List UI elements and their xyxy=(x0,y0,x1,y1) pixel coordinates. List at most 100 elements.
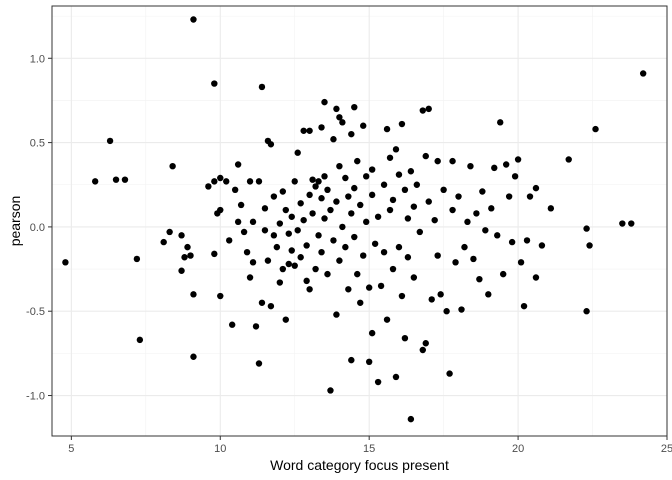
data-point xyxy=(425,198,432,205)
data-point xyxy=(443,308,450,315)
data-point xyxy=(297,200,304,207)
data-point xyxy=(360,122,367,129)
data-point xyxy=(336,162,343,170)
data-point xyxy=(485,291,492,298)
data-point xyxy=(169,162,176,170)
data-point xyxy=(458,306,465,313)
data-point xyxy=(365,284,373,291)
data-point xyxy=(211,178,218,185)
data-point xyxy=(401,334,409,342)
data-point xyxy=(190,291,197,298)
data-point xyxy=(368,166,376,173)
data-point xyxy=(473,210,480,217)
data-point xyxy=(121,176,129,183)
data-point xyxy=(392,146,400,153)
data-point xyxy=(309,176,316,183)
data-point xyxy=(586,242,593,249)
axis-ticks: 5 10 15 20 25 -1.0 -0.5 0.0 0.5 1.0 xyxy=(26,53,672,455)
data-point xyxy=(464,218,471,226)
data-point xyxy=(386,206,394,214)
data-point xyxy=(91,178,99,185)
data-point xyxy=(318,248,325,256)
data-point xyxy=(291,178,298,185)
data-point xyxy=(434,252,441,259)
data-point xyxy=(583,308,590,315)
data-point xyxy=(368,191,376,199)
data-point xyxy=(312,183,319,190)
data-point xyxy=(324,186,331,194)
data-point xyxy=(446,370,453,377)
data-point xyxy=(592,125,599,133)
data-point xyxy=(321,173,328,180)
data-point xyxy=(249,218,257,226)
data-point xyxy=(639,70,647,77)
data-point xyxy=(413,181,421,188)
data-point xyxy=(523,237,531,244)
data-point xyxy=(342,174,349,182)
data-point xyxy=(234,161,242,168)
data-point xyxy=(184,243,191,251)
data-point xyxy=(410,274,418,281)
data-point xyxy=(112,176,120,183)
data-point xyxy=(243,248,251,256)
data-point xyxy=(491,164,498,172)
x-tick-label: 15 xyxy=(363,443,375,455)
y-tick-label: -0.5 xyxy=(26,306,45,318)
data-point xyxy=(270,232,278,239)
data-point xyxy=(377,282,385,290)
data-point xyxy=(228,321,236,328)
data-point xyxy=(294,227,301,234)
data-point xyxy=(211,80,218,87)
data-point xyxy=(354,157,361,165)
data-point xyxy=(389,265,397,273)
data-point xyxy=(517,259,525,266)
data-point xyxy=(348,130,355,138)
data-point xyxy=(205,183,212,190)
data-point xyxy=(538,242,546,249)
data-point xyxy=(339,119,346,126)
data-point xyxy=(315,178,322,185)
data-point xyxy=(231,186,239,194)
data-point xyxy=(386,154,394,161)
data-point xyxy=(499,270,507,278)
data-point xyxy=(258,299,266,306)
data-point xyxy=(246,178,254,185)
data-point xyxy=(226,237,233,244)
data-point xyxy=(398,292,406,300)
data-point xyxy=(318,195,325,202)
data-point xyxy=(434,157,441,165)
data-point xyxy=(330,237,337,244)
data-point xyxy=(300,127,307,134)
data-point xyxy=(437,291,444,298)
data-point xyxy=(628,220,635,227)
data-point xyxy=(312,265,319,273)
data-point xyxy=(419,346,426,354)
data-point xyxy=(255,178,263,185)
data-point xyxy=(217,292,224,300)
data-point xyxy=(455,193,462,200)
data-point xyxy=(383,125,391,133)
data-point xyxy=(482,227,489,234)
data-point xyxy=(190,16,197,23)
data-point xyxy=(348,210,355,217)
data-point xyxy=(431,216,438,224)
data-point xyxy=(279,265,287,273)
data-point xyxy=(309,210,316,217)
data-point xyxy=(351,233,358,241)
data-point xyxy=(479,188,486,195)
data-point xyxy=(318,124,325,131)
data-point xyxy=(583,225,590,232)
data-point xyxy=(324,270,331,278)
x-tick-label: 20 xyxy=(512,443,524,455)
data-point xyxy=(351,103,358,111)
data-point xyxy=(422,340,429,347)
data-point xyxy=(520,302,528,310)
data-point xyxy=(395,171,403,178)
data-point xyxy=(345,193,352,200)
data-point xyxy=(354,270,361,278)
data-point xyxy=(440,186,447,194)
data-point xyxy=(276,279,284,286)
data-point xyxy=(330,136,337,143)
data-point xyxy=(333,311,340,318)
data-point xyxy=(285,230,292,237)
